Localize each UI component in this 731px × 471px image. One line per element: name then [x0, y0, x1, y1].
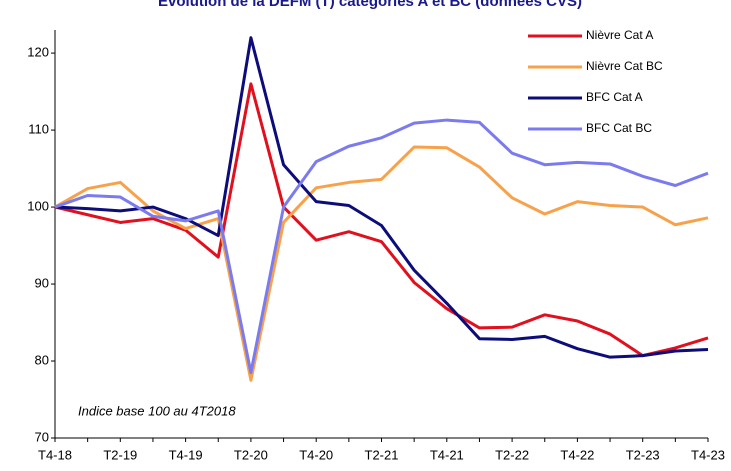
series-line: [54, 145, 709, 382]
y-tick-label: 70: [35, 429, 49, 444]
y-tick-label: 80: [35, 352, 49, 367]
x-tick-label: T4-19: [169, 447, 203, 462]
series-line: [54, 36, 709, 359]
y-tick-label: 120: [27, 45, 49, 60]
y-tick-label: 90: [35, 275, 49, 290]
x-tick-label: T4-23: [691, 447, 725, 462]
y-tick-label: 110: [28, 122, 49, 137]
legend-label: Nièvre Cat BC: [586, 59, 663, 73]
y-tick-label: 100: [27, 198, 49, 213]
x-tick-label: T2-21: [365, 447, 399, 462]
series-line: [54, 118, 709, 375]
x-tick-label: T4-22: [560, 447, 594, 462]
x-tick-label: T4-21: [430, 447, 464, 462]
x-tick-label: T4-20: [299, 447, 333, 462]
x-tick-label: T2-23: [626, 447, 660, 462]
annotation: Indice base 100 au 4T2018: [78, 403, 236, 418]
x-tick-label: T4-18: [38, 447, 72, 462]
legend-label: BFC Cat A: [586, 90, 643, 104]
legend-label: BFC Cat BC: [586, 121, 652, 135]
chart-title: Évolution de la DEFM (T) catégories A et…: [158, 0, 582, 10]
x-tick-label: T2-22: [495, 447, 529, 462]
legend-label: Nièvre Cat A: [586, 28, 653, 42]
x-tick-label: T2-20: [234, 447, 268, 462]
series-line: [54, 82, 709, 358]
x-tick-label: T2-19: [103, 447, 137, 462]
